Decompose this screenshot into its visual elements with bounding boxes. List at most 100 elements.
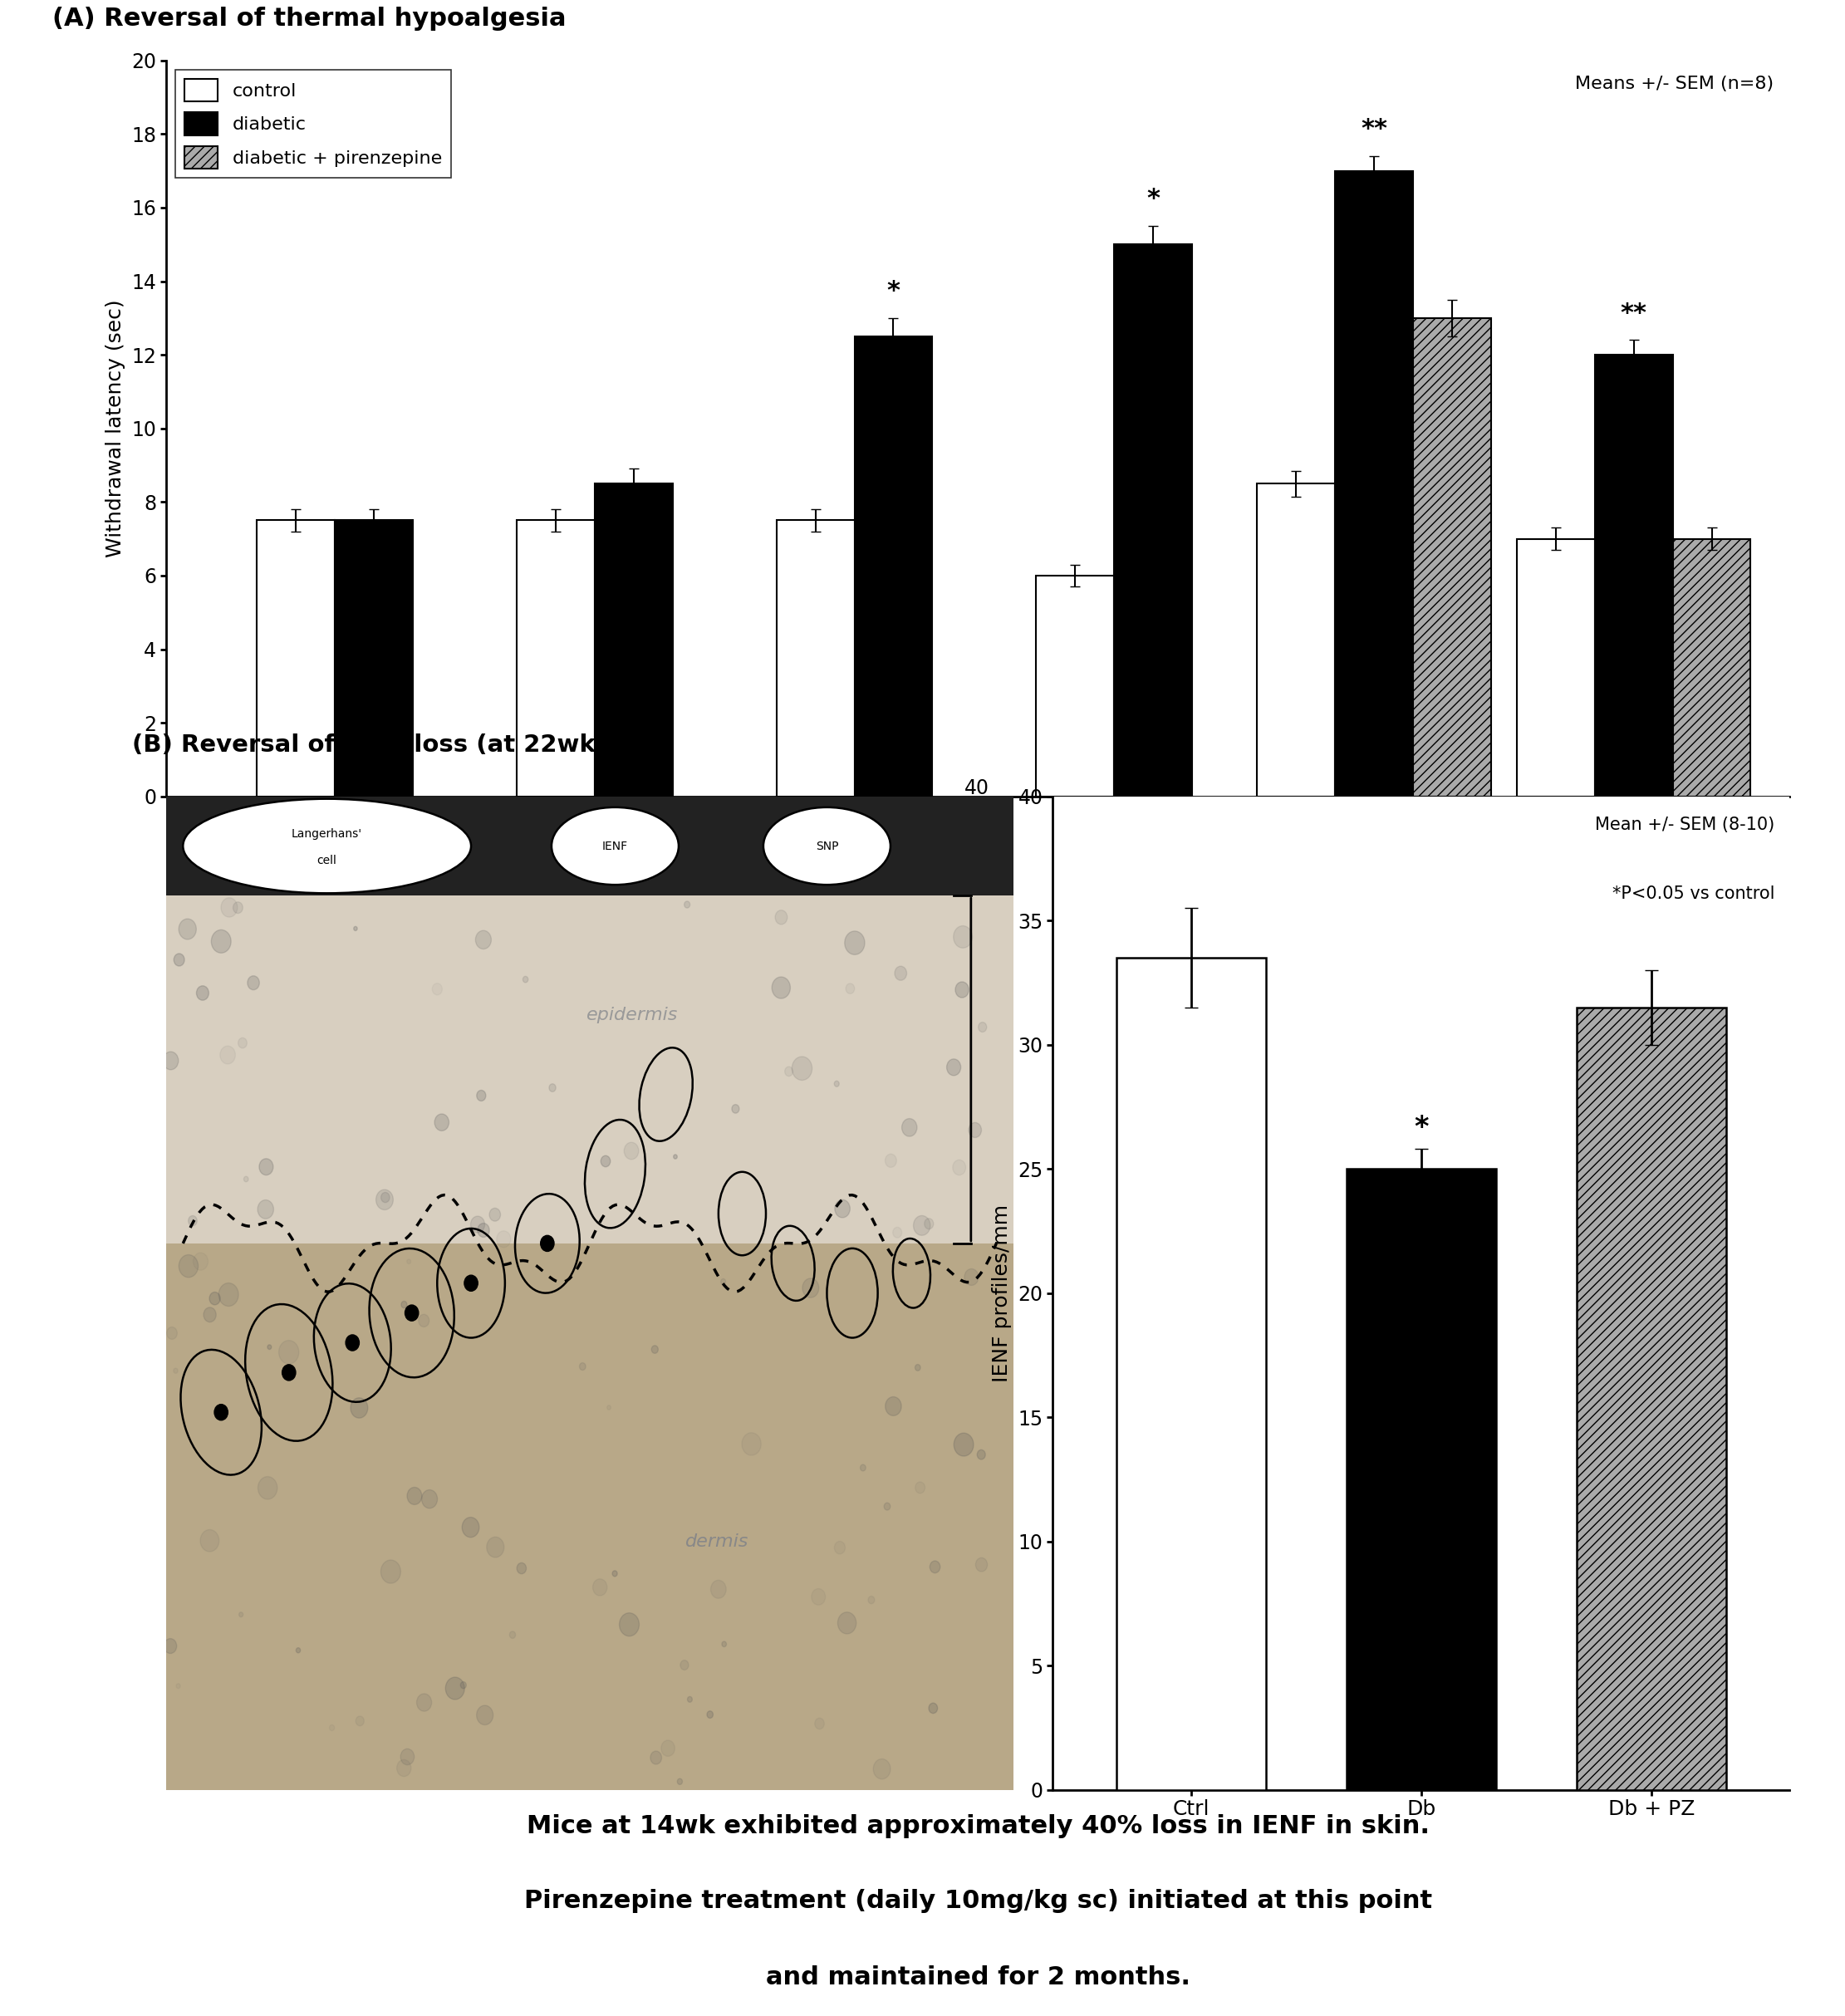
Text: Mean +/- SEM (8-10): Mean +/- SEM (8-10) <box>1596 816 1775 833</box>
Circle shape <box>487 1536 504 1558</box>
Circle shape <box>376 1189 393 1210</box>
Text: cell: cell <box>317 855 338 867</box>
Circle shape <box>509 1631 515 1639</box>
Circle shape <box>886 1153 897 1167</box>
Circle shape <box>869 1597 875 1605</box>
Bar <box>1577 1008 1727 1790</box>
Circle shape <box>179 919 196 939</box>
Bar <box>166 895 1013 1244</box>
Bar <box>1517 538 1594 796</box>
Circle shape <box>351 1397 367 1417</box>
Circle shape <box>952 1159 965 1175</box>
Circle shape <box>212 929 231 954</box>
Circle shape <box>295 1647 301 1653</box>
Circle shape <box>771 978 790 998</box>
Text: *: * <box>1146 187 1161 212</box>
Circle shape <box>445 1677 465 1699</box>
Circle shape <box>258 1200 273 1220</box>
Circle shape <box>345 1335 360 1351</box>
Circle shape <box>268 1345 271 1349</box>
Circle shape <box>651 1345 659 1353</box>
Circle shape <box>201 1530 220 1552</box>
Circle shape <box>258 1159 273 1175</box>
Circle shape <box>461 1681 467 1689</box>
Circle shape <box>592 1579 607 1597</box>
Circle shape <box>423 1490 437 1508</box>
Circle shape <box>354 927 358 931</box>
Text: SNP: SNP <box>815 841 838 853</box>
Circle shape <box>522 976 528 982</box>
Circle shape <box>517 1562 526 1574</box>
Circle shape <box>913 1216 930 1236</box>
Circle shape <box>408 1488 423 1504</box>
Circle shape <box>196 986 208 1000</box>
Circle shape <box>624 1143 638 1159</box>
Circle shape <box>247 976 260 990</box>
Circle shape <box>432 984 443 996</box>
Circle shape <box>541 1236 553 1252</box>
Text: and maintained for 2 months.: and maintained for 2 months. <box>766 1966 1190 1990</box>
Text: **: ** <box>1362 117 1387 141</box>
Circle shape <box>688 1697 692 1702</box>
Bar <box>1594 355 1673 796</box>
Circle shape <box>956 982 969 998</box>
Text: Mice at 14wk exhibited approximately 40% loss in IENF in skin.: Mice at 14wk exhibited approximately 40%… <box>526 1814 1430 1839</box>
Circle shape <box>214 1405 229 1419</box>
Text: 40: 40 <box>965 778 989 798</box>
Circle shape <box>946 1058 961 1077</box>
Text: *: * <box>887 280 900 302</box>
Circle shape <box>721 1641 727 1647</box>
Circle shape <box>620 1613 638 1637</box>
Circle shape <box>400 1748 415 1764</box>
Circle shape <box>834 1081 839 1087</box>
Circle shape <box>220 1282 238 1306</box>
Circle shape <box>924 1218 934 1230</box>
Bar <box>1673 538 1751 796</box>
Circle shape <box>732 1105 740 1113</box>
Circle shape <box>478 1224 489 1238</box>
Circle shape <box>873 1758 891 1778</box>
Circle shape <box>812 1589 825 1605</box>
Circle shape <box>895 966 906 980</box>
Circle shape <box>742 1433 762 1456</box>
Circle shape <box>476 1091 485 1101</box>
Circle shape <box>476 931 491 950</box>
Circle shape <box>232 901 244 913</box>
Bar <box>517 520 594 796</box>
Circle shape <box>803 1278 819 1298</box>
Circle shape <box>244 1177 249 1181</box>
Bar <box>854 337 932 796</box>
Circle shape <box>330 1726 334 1732</box>
Circle shape <box>707 1712 712 1718</box>
Circle shape <box>893 1228 902 1238</box>
Circle shape <box>710 1581 727 1599</box>
Circle shape <box>775 909 788 925</box>
Circle shape <box>397 1760 411 1776</box>
Circle shape <box>886 1397 902 1415</box>
Circle shape <box>954 1433 974 1456</box>
Circle shape <box>884 1502 891 1510</box>
Circle shape <box>677 1778 683 1784</box>
Circle shape <box>419 1314 430 1327</box>
Circle shape <box>721 1278 725 1284</box>
Circle shape <box>476 1706 493 1726</box>
Circle shape <box>489 1208 500 1222</box>
Circle shape <box>417 1693 432 1712</box>
Circle shape <box>969 1123 982 1137</box>
Circle shape <box>380 1191 389 1202</box>
Circle shape <box>400 1300 408 1308</box>
Circle shape <box>408 1260 411 1264</box>
Circle shape <box>915 1365 921 1371</box>
Circle shape <box>496 1232 511 1248</box>
Bar <box>1413 319 1491 796</box>
Circle shape <box>550 1085 555 1093</box>
Bar <box>256 520 336 796</box>
Circle shape <box>208 1292 220 1304</box>
Bar <box>1116 958 1266 1790</box>
Circle shape <box>579 1363 585 1371</box>
Text: dermis: dermis <box>684 1532 749 1550</box>
Text: IENF: IENF <box>601 841 627 853</box>
Circle shape <box>784 1066 793 1077</box>
Circle shape <box>240 1613 244 1617</box>
Circle shape <box>461 1518 480 1538</box>
